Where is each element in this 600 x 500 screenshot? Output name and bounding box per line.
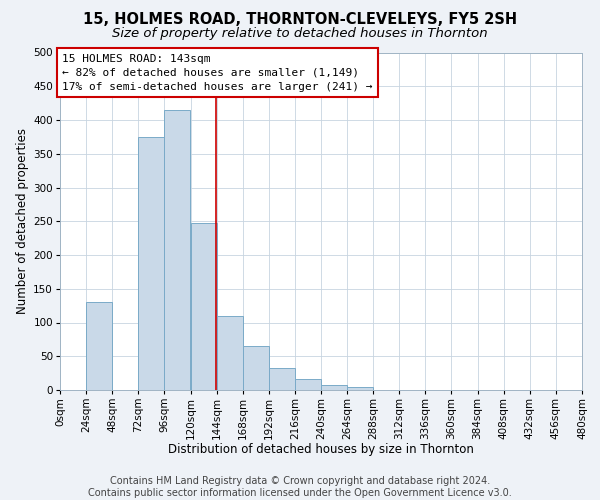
Bar xyxy=(269,368,295,390)
Text: Contains HM Land Registry data © Crown copyright and database right 2024.
Contai: Contains HM Land Registry data © Crown c… xyxy=(88,476,512,498)
Bar xyxy=(321,384,347,390)
Bar xyxy=(191,222,217,390)
X-axis label: Distribution of detached houses by size in Thornton: Distribution of detached houses by size … xyxy=(168,443,474,456)
Text: 15 HOLMES ROAD: 143sqm
← 82% of detached houses are smaller (1,149)
17% of semi-: 15 HOLMES ROAD: 143sqm ← 82% of detached… xyxy=(62,54,373,92)
Bar xyxy=(242,346,269,390)
Bar xyxy=(164,110,190,390)
Bar xyxy=(217,316,242,390)
Bar xyxy=(295,379,321,390)
Bar xyxy=(139,137,164,390)
Text: 15, HOLMES ROAD, THORNTON-CLEVELEYS, FY5 2SH: 15, HOLMES ROAD, THORNTON-CLEVELEYS, FY5… xyxy=(83,12,517,28)
Bar xyxy=(347,386,373,390)
Bar xyxy=(86,302,112,390)
Y-axis label: Number of detached properties: Number of detached properties xyxy=(16,128,29,314)
Text: Size of property relative to detached houses in Thornton: Size of property relative to detached ho… xyxy=(112,28,488,40)
